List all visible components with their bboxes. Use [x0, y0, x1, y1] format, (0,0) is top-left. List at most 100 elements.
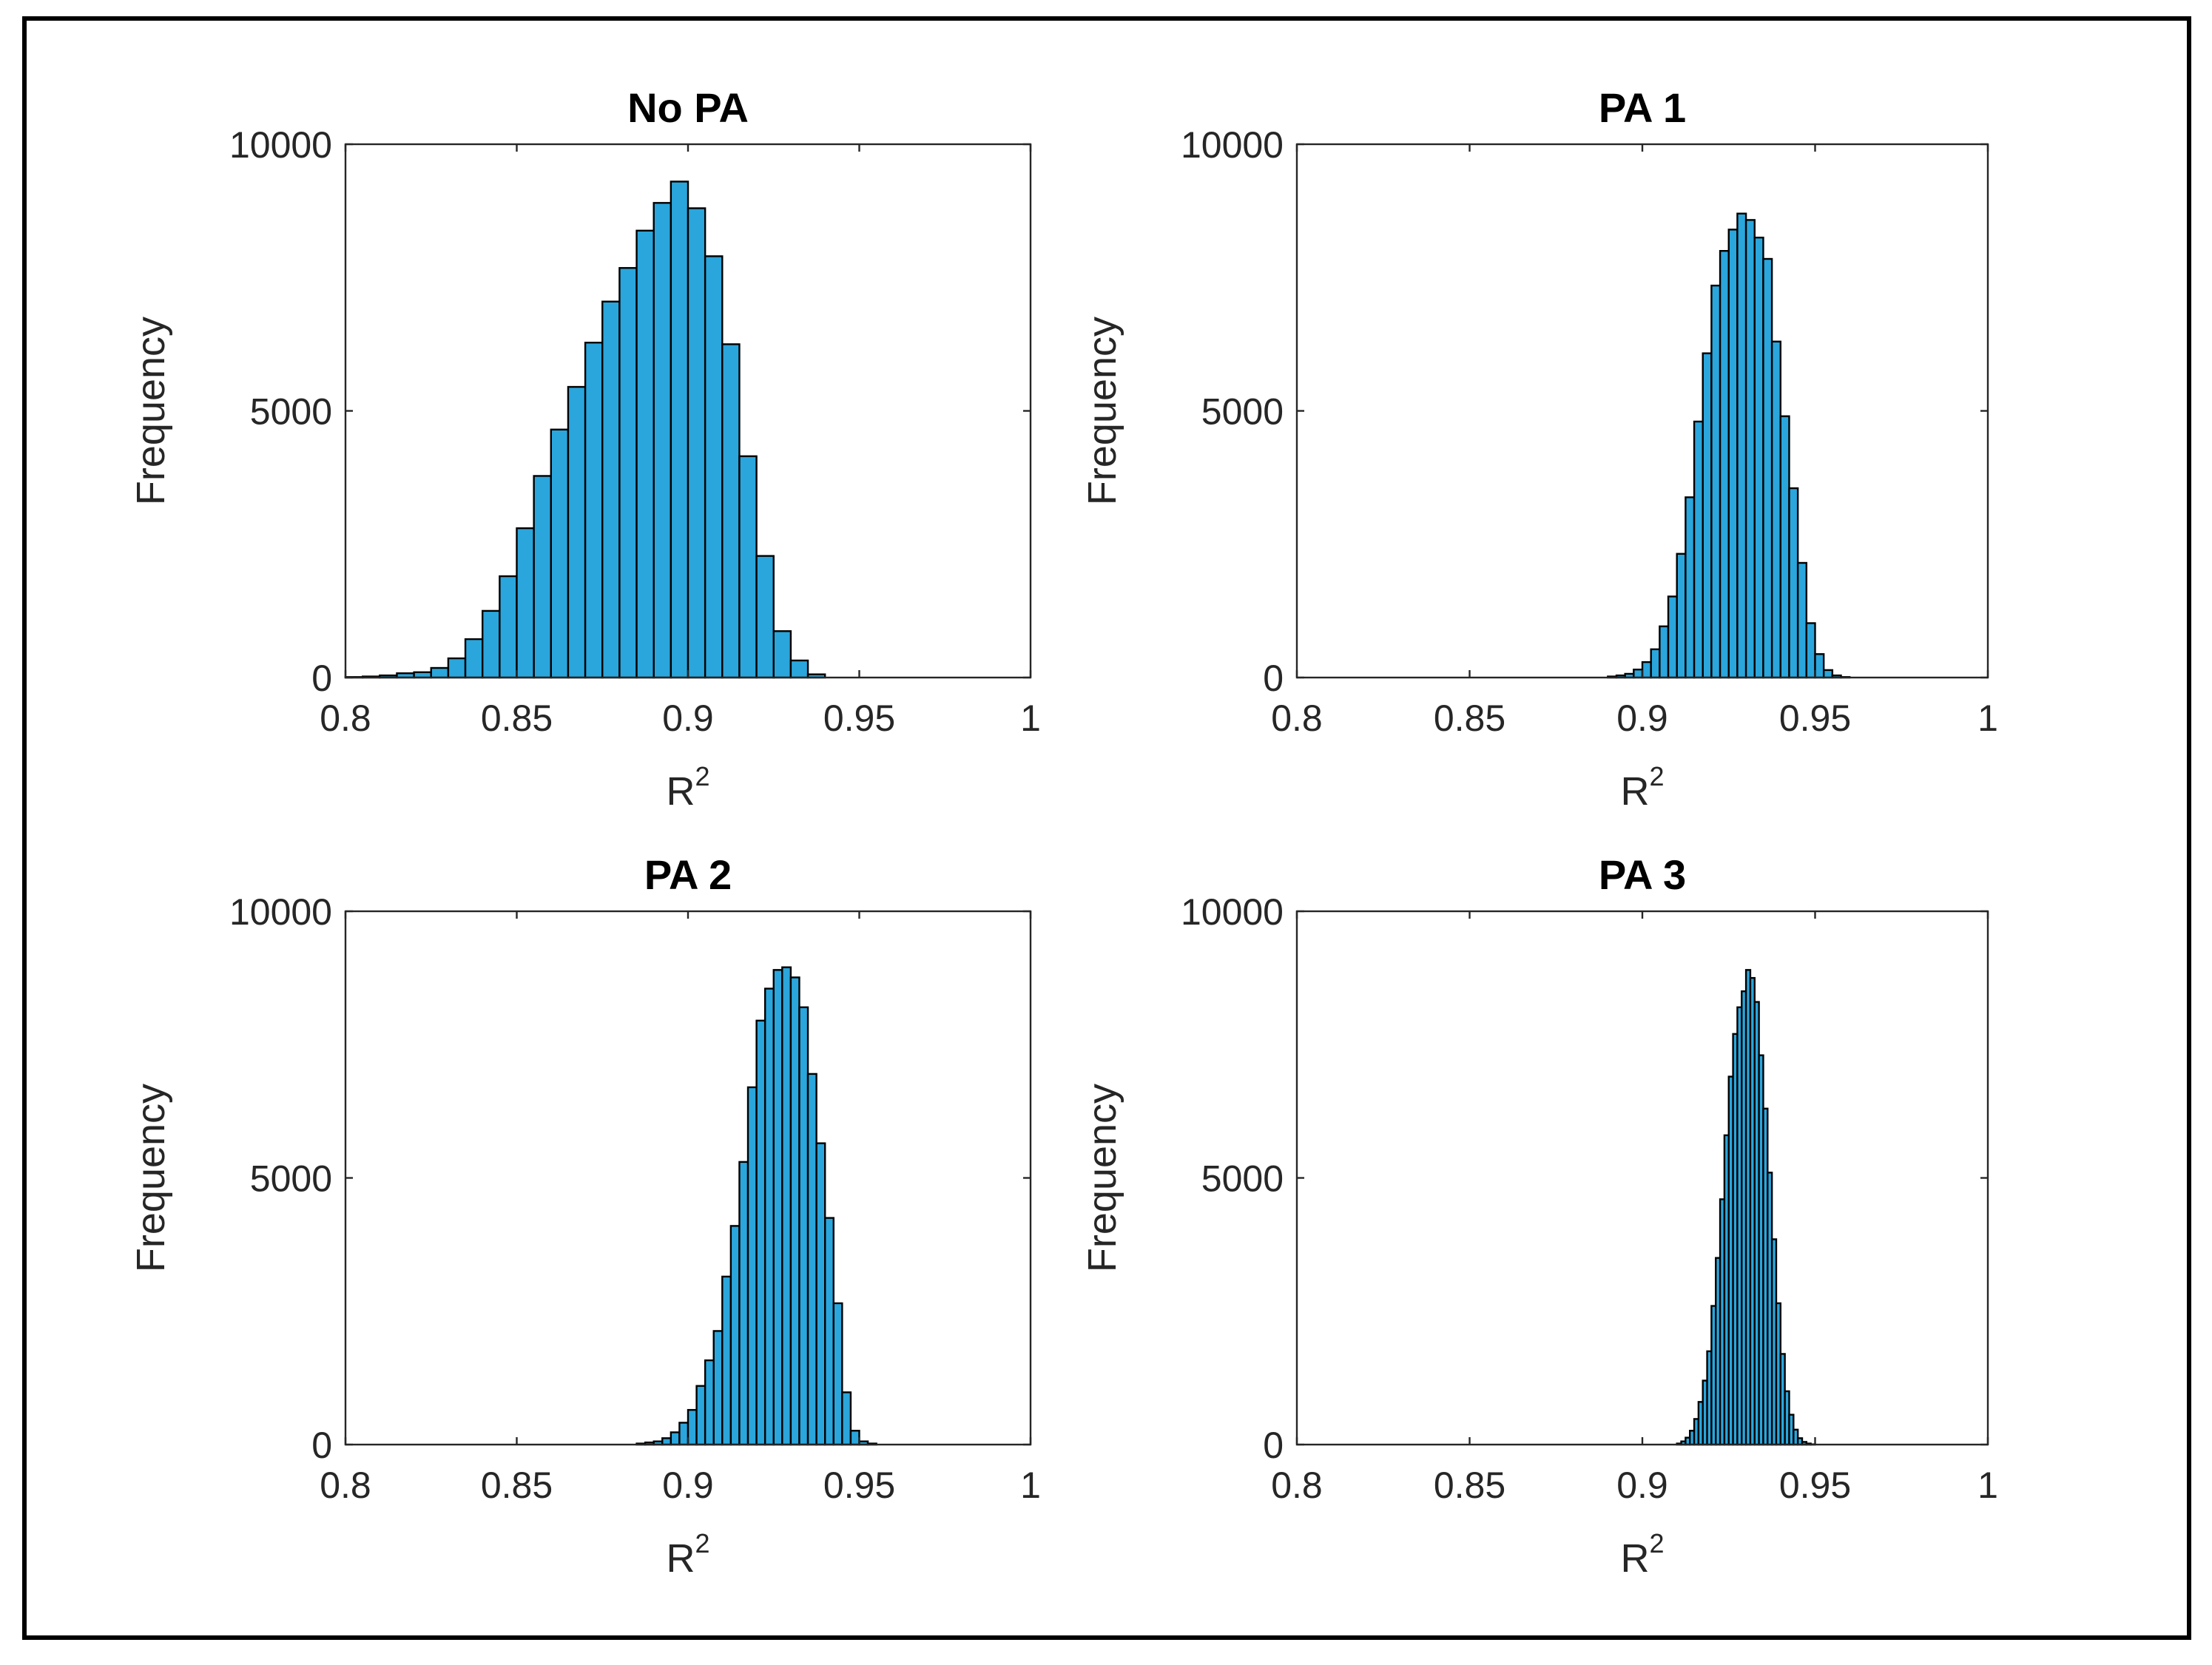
histogram-bar — [447, 657, 467, 679]
histogram-bar — [823, 1217, 834, 1446]
histogram-bar — [601, 300, 621, 679]
y-tick-label: 5000 — [250, 1158, 332, 1200]
y-axis-label: Frequency — [129, 1084, 173, 1272]
x-tick-label: 0.8 — [320, 698, 371, 739]
histogram-bar — [772, 630, 792, 679]
x-tick-label: 1 — [1977, 1465, 1998, 1506]
histogram-bar — [849, 1430, 860, 1446]
chart-title: PA 2 — [644, 851, 732, 898]
x-tick-label: 0.8 — [1271, 698, 1323, 739]
histogram-bar — [729, 1225, 741, 1446]
x-axis-label: R2 — [666, 1528, 709, 1581]
x-tick-label: 0.85 — [481, 1465, 553, 1506]
histogram-bar — [755, 555, 775, 679]
y-tick-label: 5000 — [250, 391, 332, 433]
x-tick-label: 0.95 — [1779, 698, 1851, 739]
histogram-bar — [712, 1330, 724, 1446]
histogram-bar — [1659, 625, 1670, 679]
histogram-bar — [1736, 212, 1747, 679]
histogram-bar — [687, 1408, 698, 1446]
histogram-bar — [1744, 219, 1756, 679]
x-tick-label: 0.95 — [823, 698, 895, 739]
chart-title: PA 1 — [1599, 84, 1686, 131]
histogram-bar — [763, 987, 775, 1446]
histogram-bar — [1805, 622, 1816, 679]
chart-title: PA 3 — [1599, 851, 1686, 898]
histogram-bar — [832, 1302, 843, 1446]
histogram-bar — [430, 666, 450, 679]
histogram-bar — [533, 475, 553, 679]
histogram-bar — [772, 969, 783, 1446]
histogram-bar — [815, 1142, 826, 1446]
histogram-bar — [721, 343, 741, 679]
histogram-bar — [670, 180, 689, 679]
histogram-bar — [1779, 415, 1790, 679]
panel-no-pa: 0.8 0.85 0.9 0.95 1 0 5000 10000 No PA R2 Frequenc… — [129, 84, 1041, 814]
x-tick-label: 0.85 — [481, 698, 553, 739]
histogram-bar — [746, 1086, 758, 1446]
histogram-bar — [1762, 257, 1773, 679]
histogram-bar — [738, 455, 758, 679]
histogram-bar — [1770, 340, 1781, 679]
y-axis-label: Frequency — [1080, 1084, 1124, 1272]
histogram-bar — [550, 428, 570, 679]
x-tick-label: 1 — [1977, 698, 1998, 739]
histogram-bar — [1676, 553, 1687, 679]
y-axis-label: Frequency — [1080, 317, 1124, 505]
axes-background — [345, 911, 1031, 1445]
histogram-bar — [1633, 668, 1644, 679]
histogram-bar — [516, 527, 535, 679]
x-axis-label-superscript: 2 — [1649, 1528, 1664, 1558]
histogram-bar — [1822, 669, 1834, 679]
x-tick-label: 0.9 — [1616, 698, 1668, 739]
x-axis-label-superscript: 2 — [695, 1528, 709, 1558]
histogram-bar — [618, 267, 638, 679]
x-axis-label-superscript: 2 — [1649, 761, 1664, 791]
histogram-bar — [482, 609, 501, 679]
x-axis-label-base: R — [1620, 769, 1649, 814]
x-axis-label-base: R — [666, 769, 695, 814]
histogram-bar — [653, 202, 672, 679]
panel-pa-3: 0.8 0.85 0.9 0.95 1 0 5000 10000 PA 3 R2 Frequency — [1080, 851, 1998, 1581]
x-tick-label: 1 — [1020, 698, 1041, 739]
histogram-bar — [789, 659, 809, 679]
histogram-bar — [704, 255, 724, 679]
histogram-bar — [1814, 653, 1825, 679]
histogram-bar — [635, 229, 655, 679]
histogram-bar — [670, 1431, 681, 1446]
y-tick-label: 10000 — [229, 124, 332, 166]
x-tick-label: 1 — [1020, 1465, 1041, 1506]
histogram-bar — [721, 1275, 732, 1446]
y-tick-label: 0 — [1263, 658, 1284, 699]
y-tick-label: 0 — [311, 658, 332, 699]
x-axis-label: R2 — [1620, 1528, 1664, 1581]
y-axis-label: Frequency — [129, 317, 173, 505]
y-tick-label: 0 — [311, 1425, 332, 1466]
x-tick-label: 0.95 — [823, 1465, 895, 1506]
x-axis-label-base: R — [666, 1536, 695, 1581]
axes-background — [1297, 911, 1988, 1445]
histogram-bar — [1727, 229, 1739, 679]
x-tick-label: 0.9 — [662, 698, 714, 739]
histogram-bar — [1650, 648, 1661, 679]
chart-title: No PA — [627, 84, 749, 131]
histogram-bar — [789, 976, 800, 1446]
x-axis-label: R2 — [1620, 761, 1664, 814]
histogram-bar — [584, 342, 604, 679]
y-tick-label: 5000 — [1201, 1158, 1284, 1200]
histogram-bar — [1788, 487, 1799, 679]
y-tick-label: 0 — [1263, 1425, 1284, 1466]
histogram-bar — [1685, 496, 1696, 679]
histogram-bar — [567, 385, 587, 679]
x-tick-label: 0.9 — [1616, 1465, 1668, 1506]
histogram-bar — [798, 1006, 809, 1446]
x-tick-label: 0.85 — [1434, 1465, 1505, 1506]
histogram-bar — [755, 1019, 766, 1446]
histogram-bar — [1710, 284, 1722, 679]
panel-pa-2: 0.8 0.85 0.9 0.95 1 0 5000 10000 PA 2 R2 Frequency — [129, 851, 1041, 1581]
histogram-bar — [1753, 236, 1764, 679]
x-axis-label: R2 — [666, 761, 709, 814]
panel-pa-1: 0.8 0.85 0.9 0.95 1 0 5000 10000 PA 1 R2 Frequency — [1080, 84, 1998, 814]
x-axis-label-superscript: 2 — [695, 761, 709, 791]
